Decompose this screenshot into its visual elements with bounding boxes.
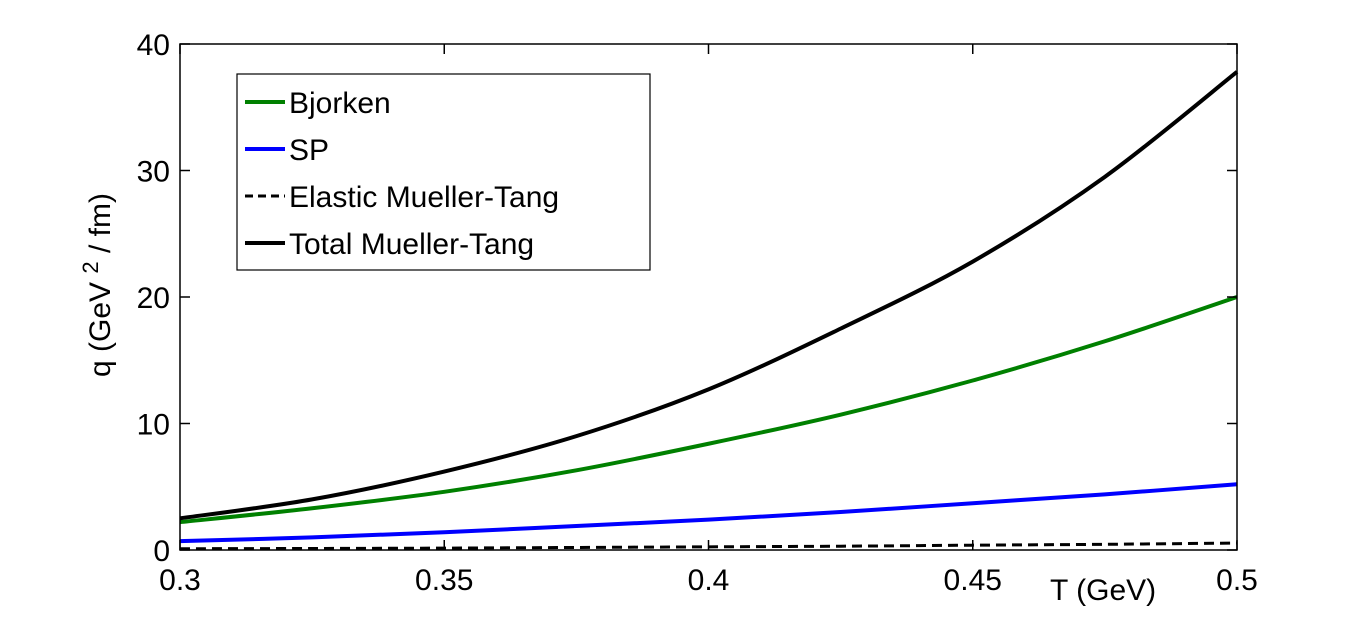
legend-label-2: Elastic Mueller-Tang bbox=[289, 181, 559, 214]
y-tick-label: 30 bbox=[137, 156, 170, 189]
x-tick-label: 0.35 bbox=[415, 564, 473, 597]
y-axis-label-superscript: 2 bbox=[78, 261, 103, 273]
series-line-0 bbox=[179, 295, 1238, 525]
y-axis-label-suffix: / fm) bbox=[84, 193, 117, 253]
y-tick-label: 10 bbox=[137, 409, 170, 442]
y-axis-label-prefix: q (GeV bbox=[84, 282, 117, 377]
series-line-3 bbox=[179, 70, 1239, 521]
x-tick-label: 0.4 bbox=[688, 564, 730, 597]
y-axis-label: q (GeV 2 / fm) bbox=[72, 193, 117, 377]
y-tick-label: 0 bbox=[153, 535, 170, 568]
y-tick-label: 20 bbox=[137, 282, 170, 315]
x-tick-label: 0.5 bbox=[1216, 564, 1258, 597]
legend-label-3: Total Mueller-Tang bbox=[289, 228, 534, 261]
legend-box bbox=[236, 73, 651, 271]
legend: Bjorken SP Elastic Mueller-Tang Total Muell… bbox=[236, 73, 651, 271]
series-line-1 bbox=[179, 482, 1238, 544]
legend-label-0: Bjorken bbox=[289, 87, 391, 120]
y-tick-label: 40 bbox=[137, 29, 170, 62]
legend-label-1: SP bbox=[289, 134, 329, 167]
axes: 0.3 0.35 0.4 0.45 0.5 0 10 20 30 40 bbox=[137, 29, 1258, 597]
x-tick-label: 0.45 bbox=[944, 564, 1002, 597]
x-tick-label: 0.3 bbox=[159, 564, 201, 597]
x-axis-label: T (GeV) bbox=[1050, 574, 1156, 607]
